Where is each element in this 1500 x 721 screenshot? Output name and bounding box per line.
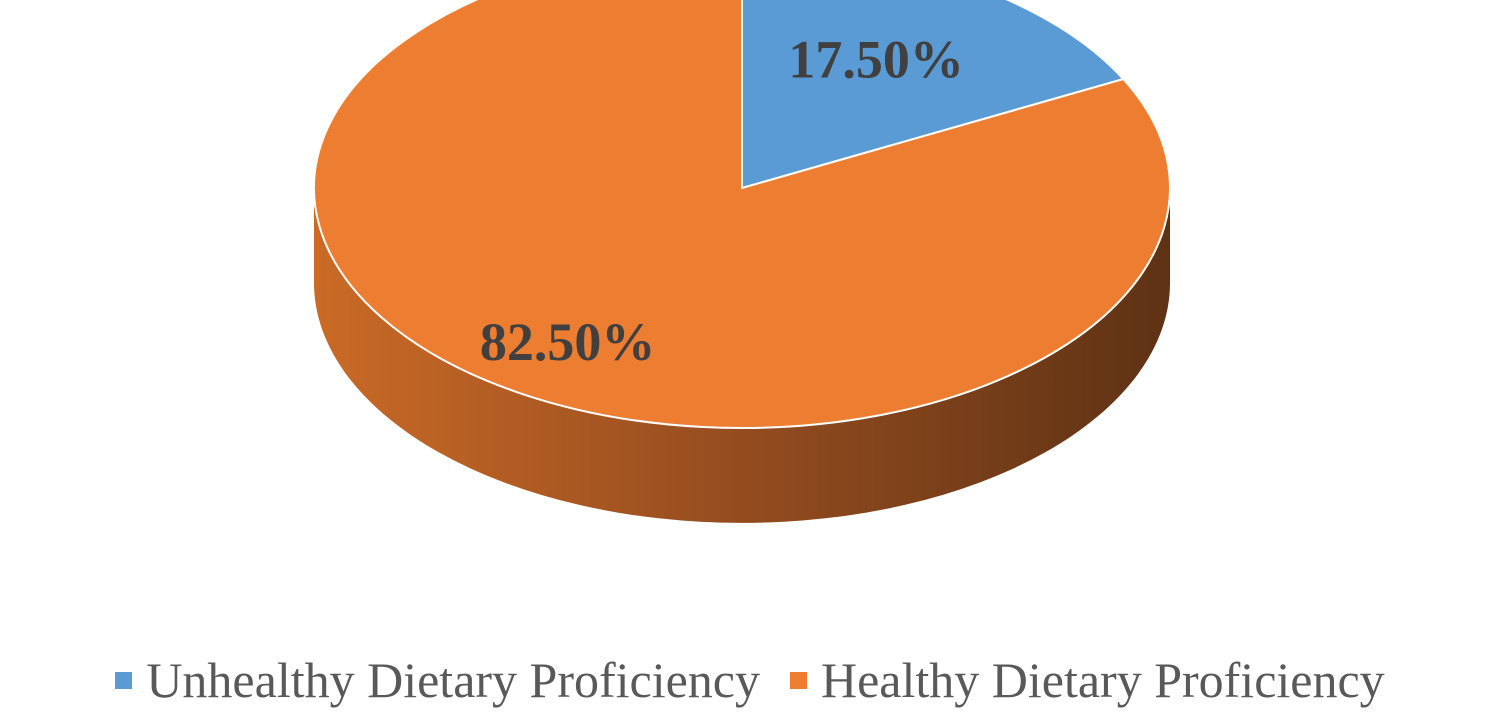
pie-slice (741, 0, 1126, 190)
pie-side-wall (314, 188, 1170, 523)
pie-data-label: 82.50% (480, 312, 656, 372)
pie-slice (313, 0, 1171, 429)
legend-label: Healthy Dietary Proficiency (821, 652, 1385, 708)
pie-side (314, 188, 1170, 523)
legend-item: Unhealthy Dietary Proficiency (115, 651, 760, 709)
legend-item: Healthy Dietary Proficiency (790, 651, 1385, 709)
legend-swatch (790, 671, 807, 689)
pie-chart-svg: 17.50% 82.50% (313, 0, 1171, 523)
legend: Unhealthy Dietary Proficiency Healthy Die… (0, 650, 1500, 710)
pie-data-label: 17.50% (788, 30, 964, 90)
legend-swatch (115, 671, 133, 689)
pie-slices (313, 0, 1171, 429)
legend-label: Unhealthy Dietary Proficiency (146, 652, 760, 708)
pie-data-labels: 17.50% 82.50% (480, 30, 964, 372)
